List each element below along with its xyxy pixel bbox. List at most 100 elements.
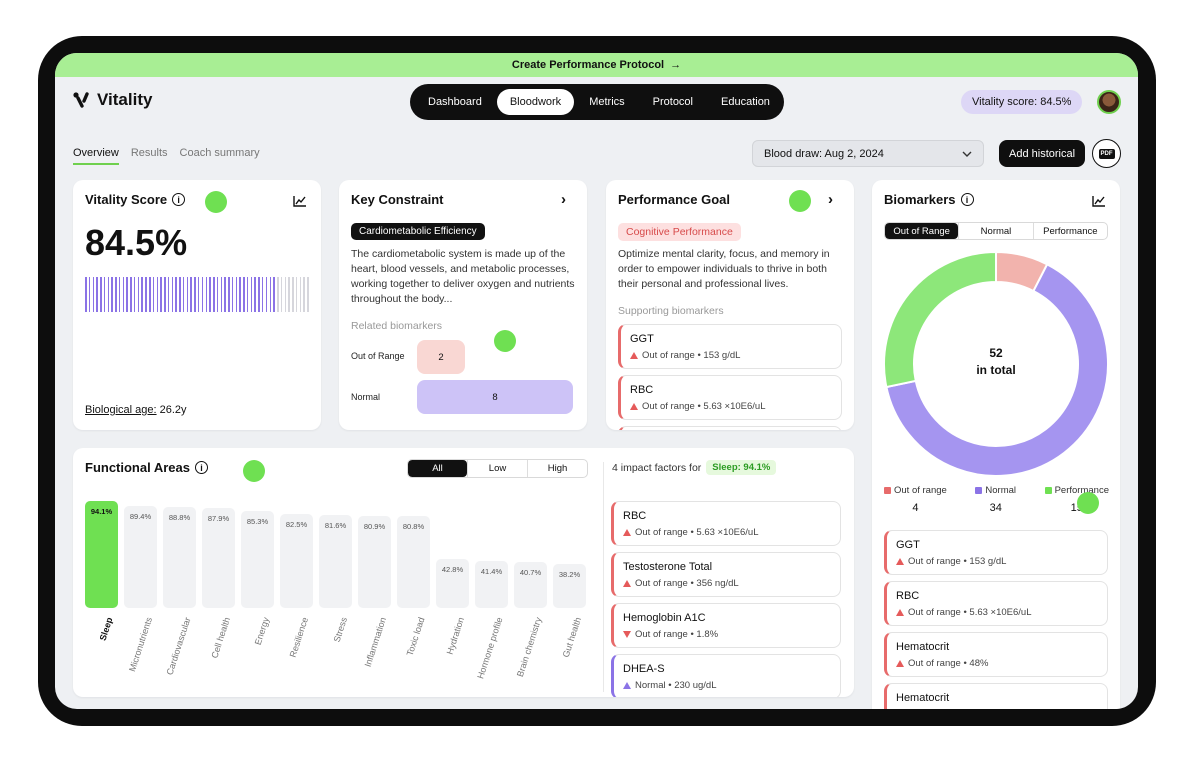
score-tick [258, 277, 260, 312]
user-avatar[interactable] [1097, 90, 1121, 114]
score-tick [201, 277, 204, 312]
impact-card-hba1c[interactable]: Hemoglobin A1C Out of range • 1.8% [611, 603, 841, 648]
filter-performance[interactable]: Performance [1032, 223, 1107, 239]
nav-tab-metrics[interactable]: Metrics [589, 96, 625, 108]
vitality-score-card: Vitality Score i 84.5% Biological age: 2… [73, 180, 321, 430]
biomarker-card-rbc[interactable]: RBC Out of range • 5.63 ×10E6/uL [618, 375, 842, 420]
functional-areas-card: Functional Areas i All Low High 94.1% Sle… [73, 448, 854, 697]
category-label: Micronutrients [127, 616, 155, 673]
chevron-right-icon[interactable]: › [828, 191, 833, 208]
biomarker-card-rbc[interactable]: RBC Out of range • 5.63 ×10E6/uL [884, 581, 1108, 626]
bar-cell-health[interactable]: 87.9% [202, 507, 235, 608]
score-tick [141, 277, 143, 312]
constraint-description: The cardiometabolic system is made up of… [351, 248, 575, 305]
filter-normal[interactable]: Normal [958, 223, 1032, 239]
score-tick [126, 277, 128, 312]
chevron-right-icon[interactable]: › [561, 191, 566, 208]
bar-hydration[interactable]: 42.8% [436, 559, 469, 608]
score-tick-bar [85, 277, 309, 312]
biomarker-card-hematocrit-2[interactable]: Hematocrit [884, 683, 1108, 709]
info-icon[interactable]: i [172, 193, 186, 206]
bar-resilience[interactable]: 82.5% [280, 513, 313, 608]
score-tick [295, 277, 298, 312]
bar-inflammation[interactable]: 80.9% [358, 515, 391, 608]
normal-label: Normal [351, 392, 381, 402]
biomarker-card-hematocrit[interactable]: Hematocrit Out of range • 48% [884, 632, 1108, 677]
blood-draw-select[interactable]: Blood draw: Aug 2, 2024 [752, 140, 984, 167]
score-tick [228, 277, 230, 312]
bar-stress[interactable]: 81.6% [319, 514, 352, 608]
category-label: Gut health [560, 616, 584, 659]
create-protocol-banner[interactable]: Create Performance Protocol → [55, 53, 1138, 77]
nav-tab-education[interactable]: Education [721, 96, 770, 108]
bar-hormone-profile[interactable]: 41.4% [475, 560, 508, 608]
vitality-score-badge: Vitality score: 84.5% [961, 90, 1083, 114]
biomarker-status-text: Out of range • 5.63 ×10E6/uL [642, 401, 766, 412]
donut-slice-performance[interactable] [884, 252, 997, 389]
category-label: Cardiovascular [164, 616, 194, 677]
performance-goal-card[interactable]: Performance Goal › Cognitive Performance… [606, 180, 854, 430]
impact-card-rbc[interactable]: RBC Out of range • 5.63 ×10E6/uL [611, 501, 841, 546]
filter-high[interactable]: High [527, 460, 587, 477]
bar-sleep[interactable]: 94.1% [85, 500, 118, 608]
bar-value-label: 94.1% [90, 506, 113, 516]
score-tick [152, 277, 155, 312]
info-icon[interactable]: i [194, 461, 208, 474]
filter-out-of-range[interactable]: Out of Range [885, 223, 959, 239]
score-tick [261, 277, 264, 312]
add-historical-button[interactable]: Add historical [999, 140, 1086, 167]
subtab-results[interactable]: Results [130, 147, 168, 159]
bar-toxic-load[interactable]: 80.8% [397, 515, 430, 608]
biomarker-card-ggt[interactable]: GGT Out of range • 153 g/dL [618, 324, 842, 369]
score-tick [220, 277, 223, 312]
biomarker-name: RBC [896, 590, 920, 602]
score-tick [107, 277, 110, 312]
biomarker-name: Testosterone Total [623, 561, 713, 573]
bar-cardiovascular[interactable]: 88.8% [163, 506, 196, 608]
filter-low[interactable]: Low [467, 460, 527, 477]
key-constraint-title: Key Constraint [351, 192, 444, 207]
bar-energy[interactable]: 85.3% [241, 510, 274, 608]
normal-count[interactable]: 8 [417, 380, 573, 414]
biomarker-card-partial[interactable] [618, 426, 842, 430]
filter-all[interactable]: All [408, 460, 467, 477]
bar-micronutrients[interactable]: 89.4% [124, 506, 157, 608]
bar-gut-health[interactable]: 38.2% [553, 564, 586, 608]
subtab-overview[interactable]: Overview [73, 147, 119, 165]
biomarker-card-ggt[interactable]: GGT Out of range • 153 g/dL [884, 530, 1108, 575]
biomarker-name: RBC [623, 510, 647, 522]
bar-value-label: 41.4% [480, 566, 503, 576]
score-tick [239, 277, 241, 312]
pdf-export-button[interactable]: PDF [1092, 139, 1121, 168]
donut-slice-normal[interactable] [885, 263, 1108, 476]
score-tick [130, 277, 132, 312]
key-constraint-card[interactable]: Key Constraint › Cardiometabolic Efficie… [339, 180, 587, 430]
bar-value-label: 80.9% [363, 521, 386, 531]
category-label: Toxic load [405, 616, 428, 658]
score-tick [213, 277, 215, 312]
nav-tab-dashboard[interactable]: Dashboard [428, 96, 482, 108]
out-of-range-count[interactable]: 2 [417, 340, 465, 374]
nav-tab-protocol[interactable]: Protocol [652, 96, 693, 108]
impact-card-testosterone[interactable]: Testosterone Total Out of range • 356 ng… [611, 552, 841, 597]
goal-description: Optimize mental clarity, focus, and memo… [618, 248, 830, 290]
info-icon[interactable]: i [960, 193, 974, 206]
trend-chart-icon[interactable] [293, 195, 307, 207]
category-label: Cell health [209, 616, 233, 660]
donut-total: 52 in total [884, 345, 1108, 379]
status-dot [789, 190, 811, 212]
impact-card-dhea[interactable]: DHEA-S Normal • 230 ug/dL [611, 654, 841, 697]
biological-age-label[interactable]: Biological age: [85, 404, 157, 416]
score-tick [254, 277, 256, 312]
bar-brain-chemistry[interactable]: 40.7% [514, 561, 547, 608]
score-tick [133, 277, 136, 312]
trend-chart-icon[interactable] [1092, 195, 1106, 207]
app-name: Vitality [97, 90, 153, 109]
subtab-coach-summary[interactable]: Coach summary [179, 147, 260, 159]
app-logo[interactable]: Vitality [73, 90, 152, 110]
score-tick [280, 277, 283, 312]
nav-tab-bloodwork[interactable]: Bloodwork [496, 89, 575, 115]
score-tick [209, 277, 211, 312]
bar-value-label: 40.7% [519, 567, 542, 577]
score-tick [88, 277, 91, 312]
